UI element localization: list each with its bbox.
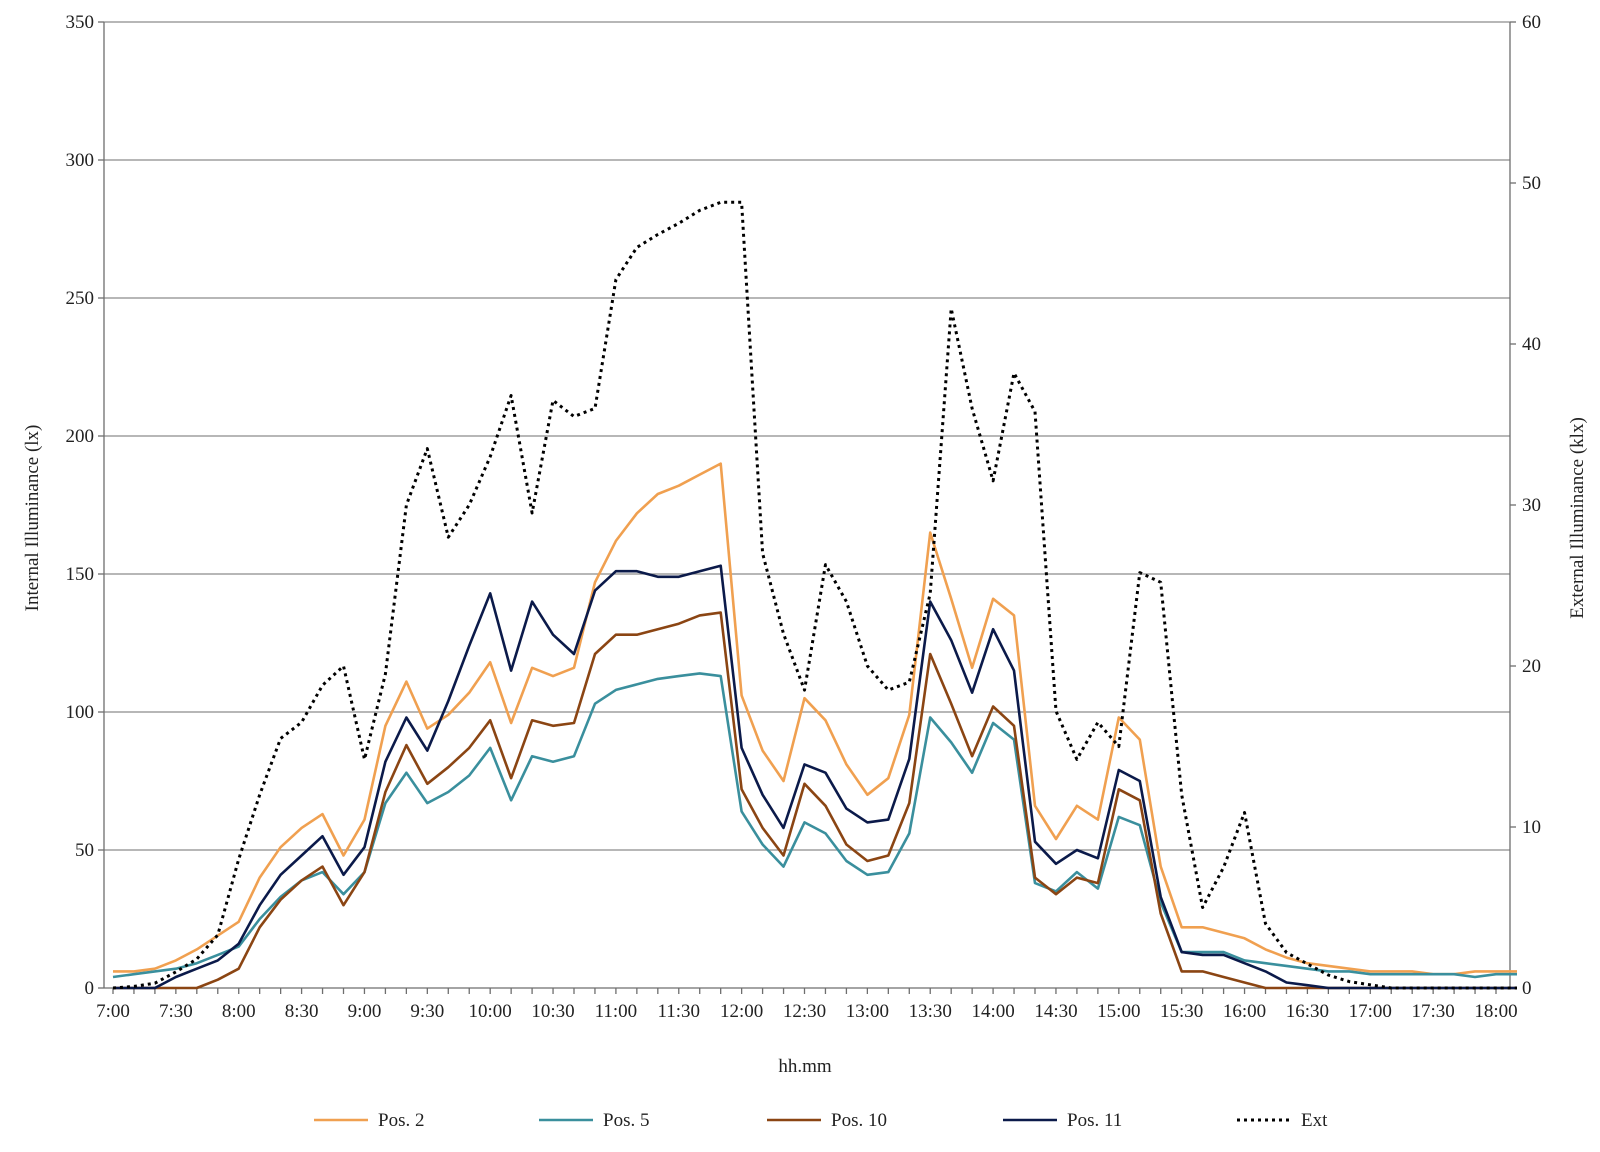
x-tick-label: 15:30 bbox=[1160, 1001, 1203, 1022]
x-tick-label: 10:30 bbox=[531, 1001, 574, 1022]
x-tick-label: 8:30 bbox=[285, 1001, 319, 1022]
legend-label: Pos. 10 bbox=[831, 1110, 887, 1131]
x-tick-label: 11:00 bbox=[595, 1001, 638, 1022]
y-tick-label: 200 bbox=[66, 426, 95, 447]
x-tick-label: 13:00 bbox=[846, 1001, 889, 1022]
x-tick-label: 9:00 bbox=[348, 1001, 382, 1022]
x-tick-label: 16:00 bbox=[1223, 1001, 1266, 1022]
x-tick-label: 12:00 bbox=[720, 1001, 763, 1022]
series-lines bbox=[112, 200, 1517, 990]
x-tick-label: 7:30 bbox=[159, 1001, 193, 1022]
x-tick-label: 14:00 bbox=[971, 1001, 1014, 1022]
x-axis-tick-labels: 7:00 7:30 8:00 8:30 9:00 9:30 10:00 10:30 11:00 1… bbox=[96, 1001, 1518, 1022]
series-line-pos-2 bbox=[113, 462, 1517, 976]
x-tick-label: 11:30 bbox=[657, 1001, 700, 1022]
series-line-ext bbox=[112, 200, 1517, 990]
legend-label: Pos. 11 bbox=[1067, 1110, 1122, 1131]
x-tick-label: 12:30 bbox=[783, 1001, 826, 1022]
legend-label: Pos. 2 bbox=[378, 1110, 424, 1131]
y-tick-label: 0 bbox=[85, 978, 95, 999]
y2-tick-label: 10 bbox=[1522, 817, 1541, 838]
x-tick-label: 16:30 bbox=[1286, 1001, 1329, 1022]
y-tick-label: 250 bbox=[66, 288, 95, 309]
series-line-pos-10 bbox=[113, 611, 1517, 990]
x-tick-label: 13:30 bbox=[909, 1001, 952, 1022]
series-line-pos-11 bbox=[113, 564, 1517, 990]
gridlines bbox=[104, 21, 1510, 851]
y-tick-label: 150 bbox=[66, 564, 95, 585]
x-tick-label: 9:30 bbox=[410, 1001, 444, 1022]
x-tick-label: 10:00 bbox=[469, 1001, 512, 1022]
x-tick-label: 18:00 bbox=[1474, 1001, 1517, 1022]
y-axis-tick-labels: 0 50 100 150 200 250 300 350 bbox=[66, 12, 95, 999]
y2-axis-title: External Illuminance (klx) bbox=[1567, 417, 1588, 619]
x-tick-label: 14:30 bbox=[1034, 1001, 1077, 1022]
y2-axis-tick-labels: 0 10 20 30 40 50 60 bbox=[1522, 12, 1541, 999]
x-tick-label: 7:00 bbox=[96, 1001, 130, 1022]
y2-tick-label: 20 bbox=[1522, 656, 1541, 677]
series-line-pos-5 bbox=[112, 672, 1517, 979]
x-tick-label: 17:00 bbox=[1349, 1001, 1392, 1022]
y-tick-label: 350 bbox=[66, 12, 95, 33]
y-tick-label: 300 bbox=[66, 150, 95, 171]
legend: Pos. 2 Pos. 5 Pos. 10 Pos. 11 Ext bbox=[314, 1110, 1328, 1131]
x-tick-label: 17:30 bbox=[1411, 1001, 1454, 1022]
x-tick-label: 8:00 bbox=[222, 1001, 256, 1022]
y2-tick-label: 30 bbox=[1522, 495, 1541, 516]
y-tick-label: 100 bbox=[66, 702, 95, 723]
y-axis-title: Internal Illuminance (lx) bbox=[22, 425, 43, 612]
y2-tick-label: 0 bbox=[1522, 978, 1532, 999]
y2-tick-label: 60 bbox=[1522, 12, 1541, 33]
x-axis-title: hh.mm bbox=[778, 1056, 832, 1077]
y-tick-label: 50 bbox=[75, 840, 94, 861]
legend-label: Ext bbox=[1301, 1110, 1328, 1131]
y2-tick-label: 40 bbox=[1522, 334, 1541, 355]
legend-label: Pos. 5 bbox=[603, 1110, 649, 1131]
x-tick-label: 15:00 bbox=[1097, 1001, 1140, 1022]
y2-tick-label: 50 bbox=[1522, 173, 1541, 194]
